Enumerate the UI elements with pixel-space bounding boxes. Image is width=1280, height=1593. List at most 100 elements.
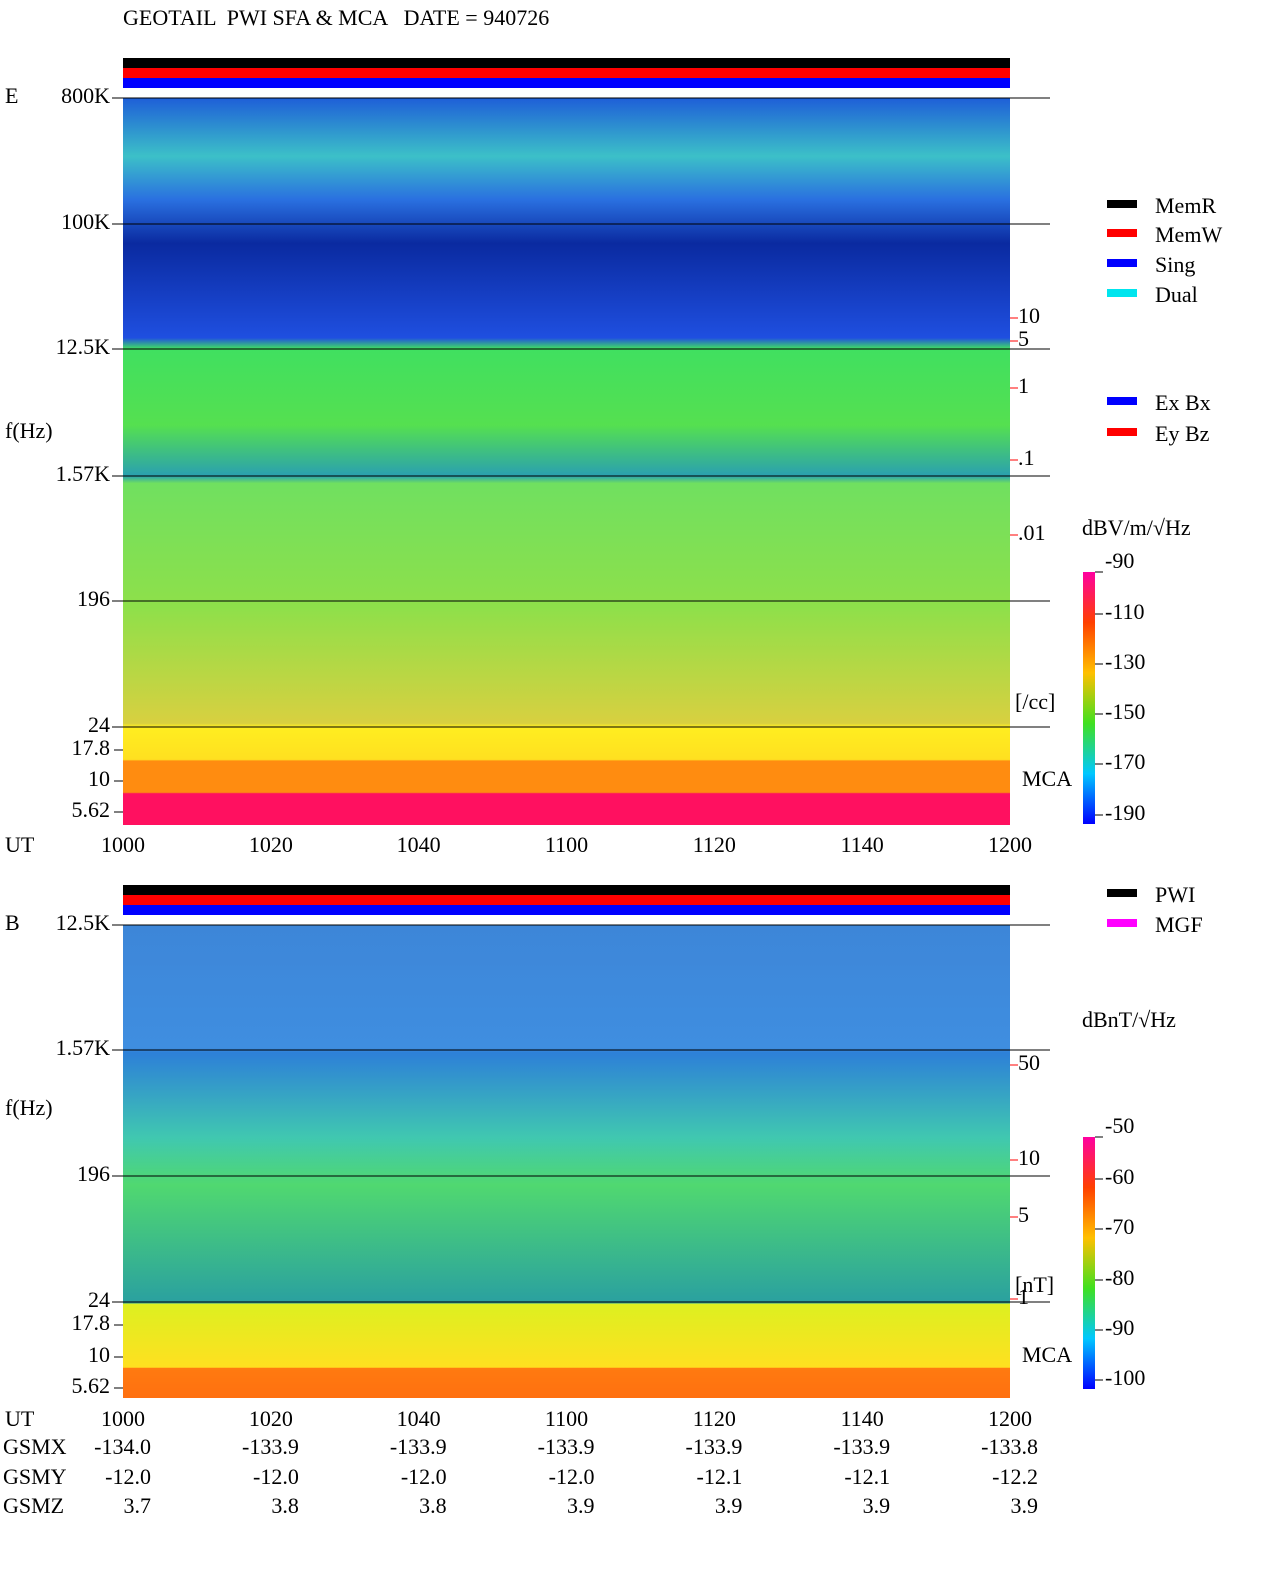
time-tick-label: 1000 [101, 1406, 145, 1431]
colorbar-tick-label: -50 [1105, 1113, 1134, 1138]
legend-label: PWI [1155, 882, 1195, 907]
orbit-value: -12.1 [697, 1464, 743, 1489]
time-tick-label: 1140 [841, 1406, 884, 1431]
freq-tick-label: 12.5K [56, 334, 111, 359]
freq-tick-label: 1.57K [56, 1035, 111, 1060]
freq-tick-label: 12.5K [56, 910, 111, 935]
panel-b-bars [123, 885, 1010, 915]
time-axis-label: UT [5, 1406, 35, 1431]
colorbar-tick-label: -60 [1105, 1164, 1134, 1189]
colorbar-tick-label: -90 [1105, 1315, 1134, 1340]
right-tick-label: 1 [1018, 1284, 1029, 1309]
orbit-value: -133.9 [686, 1434, 743, 1459]
legend-label: Sing [1155, 252, 1195, 277]
panel-label: E [5, 83, 18, 108]
legend-swatch [1107, 428, 1137, 436]
right-tick-label: .01 [1018, 520, 1046, 545]
time-axis-label: UT [5, 832, 35, 857]
spectrogram-b [123, 925, 1010, 1398]
freq-tick-label: 196 [77, 586, 110, 611]
orbit-value: -133.9 [390, 1434, 447, 1459]
legend-label: MGF [1155, 912, 1203, 937]
freq-tick-label: 100K [61, 209, 110, 234]
time-tick-label: 1100 [545, 832, 588, 857]
right-unit: [nT] [1015, 1272, 1054, 1297]
orbit-label: GSMZ [3, 1493, 64, 1518]
colorbar-e [1083, 572, 1095, 824]
time-tick-label: 1020 [249, 832, 293, 857]
freq-tick-label: 17.8 [72, 735, 111, 760]
right-unit: [/cc] [1015, 689, 1055, 714]
orbit-value: 3.8 [419, 1493, 447, 1518]
legend-swatch [1107, 229, 1137, 237]
legend-label: Ey Bz [1155, 421, 1210, 446]
legend-swatch [1107, 200, 1137, 208]
orbit-value: 3.9 [1011, 1493, 1039, 1518]
legend-swatch [1107, 397, 1137, 405]
colorbar-tick-label: -70 [1105, 1214, 1134, 1239]
orbit-value: -133.9 [242, 1434, 299, 1459]
colorbar-tick-label: -130 [1105, 649, 1145, 674]
right-tick-label: 1 [1018, 373, 1029, 398]
legend-swatch [1107, 889, 1137, 897]
mca-label: MCA [1022, 766, 1072, 791]
colorbar-tick-label: -110 [1105, 599, 1145, 624]
freq-tick-label: 1.57K [56, 461, 111, 486]
freq-tick-label: 10 [88, 1342, 110, 1367]
time-tick-label: 1120 [693, 832, 736, 857]
legend-label: Dual [1155, 282, 1198, 307]
time-tick-label: 1000 [101, 832, 145, 857]
legend-label: MemR [1155, 193, 1216, 218]
legend-swatch [1107, 259, 1137, 267]
orbit-value: 3.9 [567, 1493, 595, 1518]
freq-tick-label: 196 [77, 1161, 110, 1186]
colorbar-tick-label: -190 [1105, 800, 1145, 825]
time-tick-label: 1200 [988, 1406, 1032, 1431]
right-tick-label: .1 [1018, 445, 1035, 470]
spectrogram-e [123, 98, 1010, 825]
legend-label: Ex Bx [1155, 390, 1211, 415]
colorbar-title: dBV/m/√Hz [1082, 515, 1191, 540]
time-tick-label: 1040 [397, 832, 441, 857]
right-tick-label: 5 [1018, 1202, 1029, 1227]
time-tick-label: 1020 [249, 1406, 293, 1431]
orbit-value: -12.0 [253, 1464, 299, 1489]
panel-e-bars [123, 58, 1010, 88]
right-tick-label: 10 [1018, 303, 1040, 328]
orbit-value: 3.7 [124, 1493, 152, 1518]
orbit-value: 3.9 [863, 1493, 891, 1518]
colorbar-b [1083, 1137, 1095, 1389]
freq-tick-label: 5.62 [72, 797, 111, 822]
colorbar-tick-label: -90 [1105, 548, 1134, 573]
right-tick-label: 5 [1018, 326, 1029, 351]
colorbar-tick-label: -80 [1105, 1265, 1134, 1290]
colorbar-title: dBnT/√Hz [1082, 1007, 1176, 1032]
time-tick-label: 1040 [397, 1406, 441, 1431]
legend-swatch [1107, 289, 1137, 297]
axis-title: f(Hz) [5, 418, 53, 443]
panel-label: B [5, 910, 20, 935]
title: GEOTAIL PWI SFA & MCA DATE = 940726 [123, 5, 549, 30]
orbit-value: 3.9 [715, 1493, 743, 1518]
freq-tick-label: 10 [88, 766, 110, 791]
colorbar-tick-label: -100 [1105, 1365, 1145, 1390]
freq-tick-label: 800K [61, 83, 110, 108]
orbit-label: GSMX [3, 1434, 67, 1459]
orbit-value: -133.9 [538, 1434, 595, 1459]
freq-tick-label: 17.8 [72, 1310, 111, 1335]
orbit-value: -134.0 [94, 1434, 151, 1459]
colorbar-tick-label: -150 [1105, 699, 1145, 724]
time-tick-label: 1120 [693, 1406, 736, 1431]
legend-label: MemW [1155, 222, 1222, 247]
colorbar-tick-label: -170 [1105, 749, 1145, 774]
freq-tick-label: 24 [88, 1287, 110, 1312]
orbit-value: 3.8 [271, 1493, 299, 1518]
freq-tick-label: 24 [88, 712, 110, 737]
time-tick-label: 1200 [988, 832, 1032, 857]
orbit-value: -133.9 [833, 1434, 890, 1459]
axis-title: f(Hz) [5, 1095, 53, 1120]
right-tick-label: 50 [1018, 1050, 1040, 1075]
orbit-value: -133.8 [981, 1434, 1038, 1459]
mca-label: MCA [1022, 1342, 1072, 1367]
time-tick-label: 1140 [841, 832, 884, 857]
